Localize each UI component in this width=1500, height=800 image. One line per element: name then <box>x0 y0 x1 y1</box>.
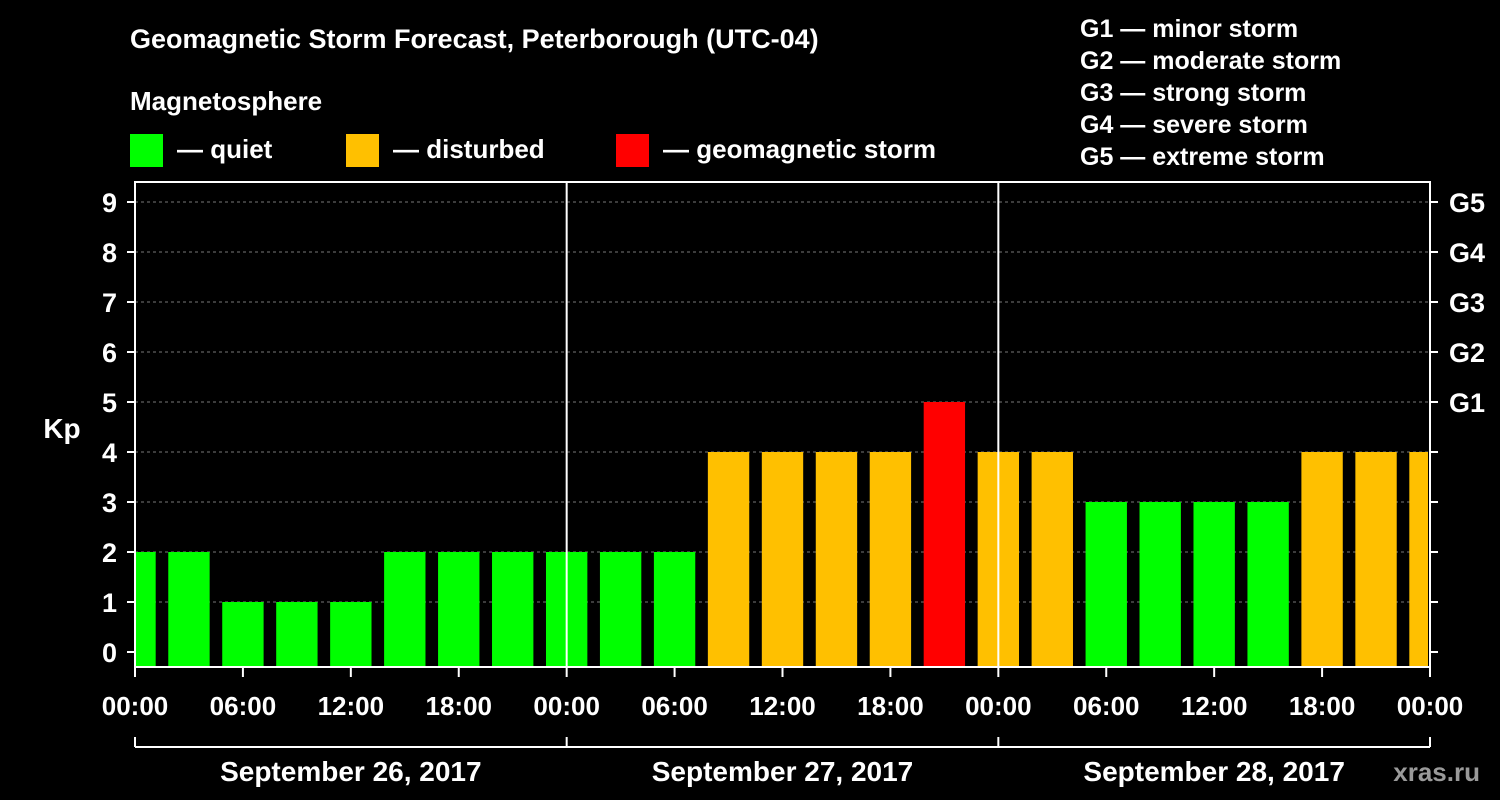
bar-21 <box>1247 502 1289 667</box>
x-tick-label-10: 12:00 <box>1181 691 1248 721</box>
chart-title: Geomagnetic Storm Forecast, Peterborough… <box>130 24 819 54</box>
bar-20 <box>1193 502 1235 667</box>
bar-13 <box>815 452 858 667</box>
bar-6 <box>438 552 480 667</box>
x-tick-label-0: 00:00 <box>102 691 169 721</box>
bar-2 <box>222 602 264 667</box>
legend-swatch-disturbed <box>346 134 379 167</box>
bar-22 <box>1301 452 1343 667</box>
bar-9 <box>599 552 642 667</box>
bar-18 <box>1085 502 1127 667</box>
y-tick-label-1: 1 <box>102 588 117 618</box>
x-tick-label-6: 12:00 <box>749 691 816 721</box>
g-level-label-G3: G3 <box>1449 288 1485 318</box>
day-label-2: September 28, 2017 <box>1083 756 1345 787</box>
bar-23 <box>1355 452 1397 667</box>
bar-17 <box>1031 452 1073 667</box>
y-tick-label-8: 8 <box>102 238 117 268</box>
legend-label-disturbed: — disturbed <box>393 134 545 164</box>
bar-7 <box>492 552 534 667</box>
bar-24 <box>1409 452 1428 667</box>
g-level-label-G1: G1 <box>1449 388 1485 418</box>
y-axis-label: Kp <box>43 413 80 444</box>
x-tick-label-11: 18:00 <box>1289 691 1356 721</box>
y-tick-label-7: 7 <box>102 288 117 318</box>
legend-label-storm: — geomagnetic storm <box>663 134 936 164</box>
day-label-1: September 27, 2017 <box>652 756 914 787</box>
g-scale-g5: G5 — extreme storm <box>1080 143 1325 171</box>
bar-4 <box>330 602 372 667</box>
g-scale-g4: G4 — severe storm <box>1080 111 1308 139</box>
x-tick-label-8: 00:00 <box>965 691 1032 721</box>
legend-label-quiet: — quiet <box>177 134 273 164</box>
bar-10 <box>653 552 696 667</box>
x-tick-label-2: 12:00 <box>318 691 385 721</box>
x-tick-label-12: 00:00 <box>1397 691 1464 721</box>
g-scale-g1: G1 — minor storm <box>1080 15 1298 43</box>
x-tick-label-3: 18:00 <box>426 691 493 721</box>
legend-swatch-storm <box>616 134 649 167</box>
bar-15 <box>923 402 966 667</box>
y-tick-label-3: 3 <box>102 488 117 518</box>
y-tick-label-9: 9 <box>102 188 117 218</box>
y-tick-label-2: 2 <box>102 538 117 568</box>
axes: 0 1 2 3 4 5 6 7 8 9 G1 G2 G3 G4 G5 00:00 06:00 12:00 18:00… <box>102 181 1485 787</box>
y-tick-label-0: 0 <box>102 638 117 668</box>
bar-19 <box>1139 502 1181 667</box>
g-scale-g3: G3 — strong storm <box>1080 79 1306 107</box>
x-tick-label-1: 06:00 <box>210 691 277 721</box>
bar-14 <box>869 452 912 667</box>
y-tick-label-4: 4 <box>102 438 117 468</box>
x-tick-label-4: 00:00 <box>533 691 600 721</box>
legend-heading: Magnetosphere <box>130 86 322 116</box>
bar-5 <box>384 552 426 667</box>
bar-11 <box>707 452 750 667</box>
bars <box>136 402 1428 667</box>
bar-12 <box>761 452 804 667</box>
legend-swatch-quiet <box>130 134 163 167</box>
x-tick-label-5: 06:00 <box>641 691 708 721</box>
g-level-label-G4: G4 <box>1449 238 1485 268</box>
x-tick-label-7: 18:00 <box>857 691 924 721</box>
bar-0 <box>136 552 156 667</box>
bar-3 <box>276 602 318 667</box>
g-scale-g2: G2 — moderate storm <box>1080 47 1341 75</box>
watermark: xras.ru <box>1393 757 1480 787</box>
g-level-label-G5: G5 <box>1449 188 1485 218</box>
y-tick-label-6: 6 <box>102 338 117 368</box>
bar-1 <box>168 552 210 667</box>
day-label-0: September 26, 2017 <box>220 756 482 787</box>
y-tick-label-5: 5 <box>102 388 117 418</box>
x-tick-label-9: 06:00 <box>1073 691 1140 721</box>
g-level-label-G2: G2 <box>1449 338 1485 368</box>
